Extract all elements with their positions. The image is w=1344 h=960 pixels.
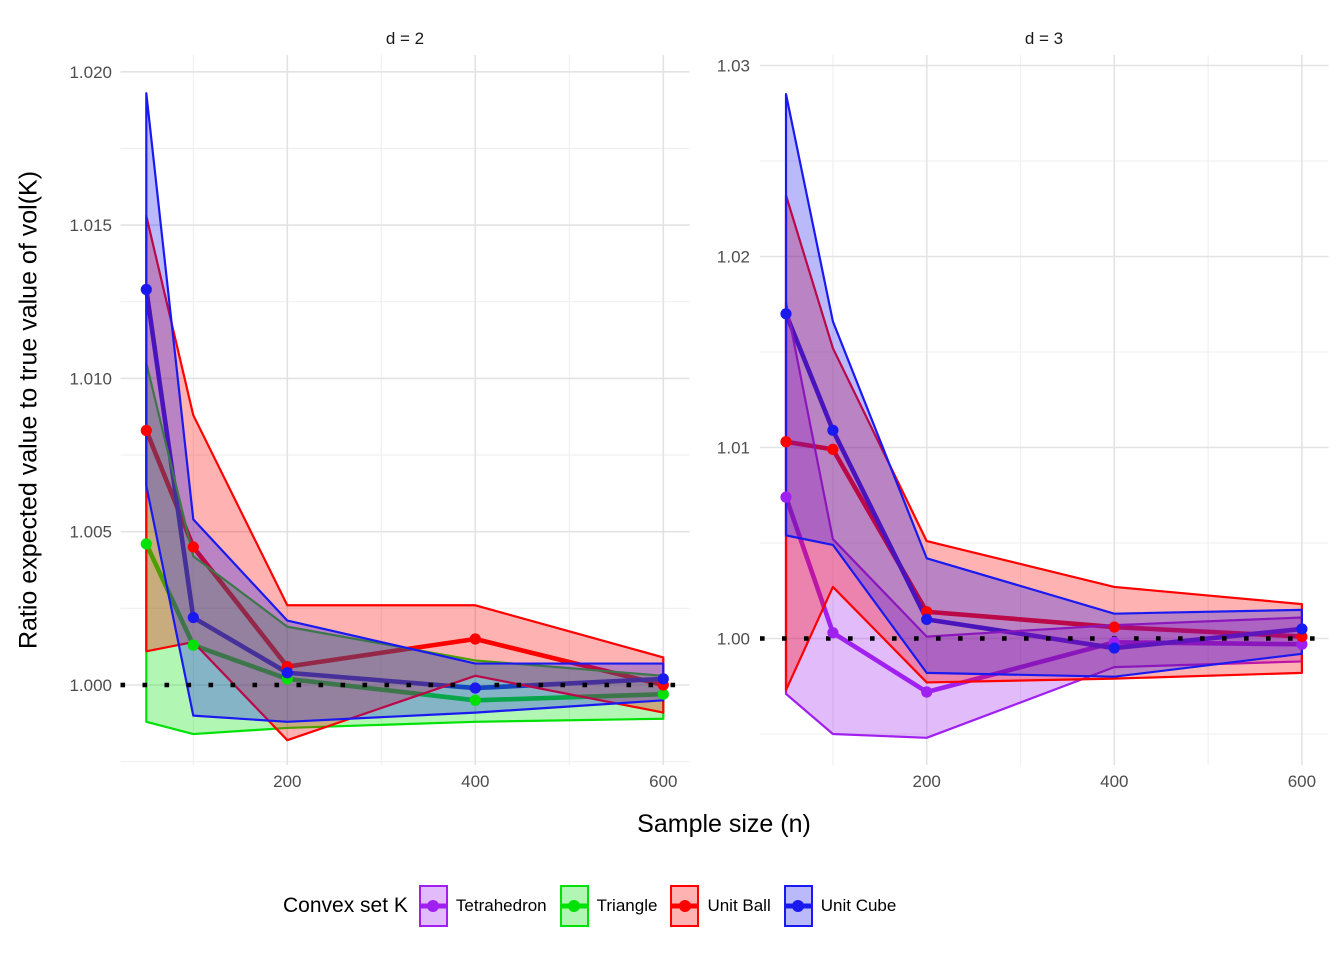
panel-d2: 1.000 1.005 1.010 1.015 1.020 200 400 600 d = 2 (69, 29, 690, 791)
svg-text:1.000: 1.000 (69, 676, 112, 695)
legend-item-unit-cube: Unit Cube (783, 885, 897, 927)
legend-key-dot-triangle (568, 900, 581, 912)
svg-text:1.02: 1.02 (717, 248, 750, 267)
svg-text:400: 400 (461, 772, 489, 791)
y-axis-ticks-d2: 1.000 1.005 1.010 1.015 1.020 (69, 63, 112, 695)
legend-key-unit-cube (783, 885, 813, 927)
svg-text:600: 600 (1288, 772, 1316, 791)
legend-key-dot-tetrahedron (427, 900, 440, 912)
legend-key-tetrahedron (418, 885, 448, 927)
svg-text:1.020: 1.020 (69, 63, 112, 82)
svg-text:1.005: 1.005 (69, 523, 112, 542)
legend-item-triangle: Triangle (559, 885, 658, 927)
svg-text:200: 200 (913, 772, 941, 791)
legend-key-dot-unit-ball (678, 900, 691, 912)
y-axis-ticks-d3: 1.00 1.01 1.02 1.03 (717, 57, 750, 649)
legend-label-triangle: Triangle (596, 896, 658, 915)
points-unit-cube-d2 (140, 283, 669, 694)
legend-label-unit-cube: Unit Cube (820, 896, 897, 915)
facet-title-d3: d = 3 (1025, 29, 1063, 48)
svg-text:1.01: 1.01 (717, 439, 750, 458)
x-axis-ticks-d2: 200 400 600 (273, 772, 677, 791)
svg-text:1.00: 1.00 (717, 630, 750, 649)
legend-item-unit-ball: Unit Ball (670, 885, 771, 927)
legend-item-tetrahedron: Tetrahedron (418, 885, 547, 927)
svg-text:1.03: 1.03 (717, 57, 750, 76)
x-axis-title: Sample size (n) (637, 810, 811, 838)
gridlines-minor-d2 (120, 55, 690, 765)
legend-key-triangle (559, 885, 589, 927)
legend-title: Convex set K (283, 894, 408, 917)
ribbon-unit-cube-d3 (784, 93, 1303, 678)
svg-text:200: 200 (273, 772, 301, 791)
facet-title-d2: d = 2 (386, 29, 424, 48)
x-axis-ticks-d3: 200 400 600 (913, 772, 1317, 791)
ribbon-triangle-d2 (145, 361, 665, 736)
svg-text:400: 400 (1100, 772, 1128, 791)
svg-text:1.010: 1.010 (69, 369, 112, 388)
y-axis-title: Ratio expected value to true value of vo… (14, 170, 43, 650)
points-unit-cube-d3 (780, 308, 1308, 654)
ribbon-unit-cube-d2 (145, 92, 665, 723)
legend-key-unit-ball (670, 885, 700, 927)
legend: Convex set K Tetrahedron Triangle Unit Bal… (283, 883, 909, 929)
legend-key-dot-unit-cube (792, 900, 805, 912)
points-triangle-d2 (140, 538, 669, 706)
svg-text:1.015: 1.015 (69, 216, 112, 235)
panel-d3: 1.00 1.01 1.02 1.03 200 400 600 d = 3 (717, 29, 1329, 791)
legend-label-tetrahedron: Tetrahedron (455, 896, 547, 915)
points-unit-ball-d3 (780, 436, 1308, 643)
legend-label-unit-ball: Unit Ball (707, 896, 771, 915)
svg-text:600: 600 (649, 772, 677, 791)
gridlines-major-d2 (120, 55, 690, 765)
